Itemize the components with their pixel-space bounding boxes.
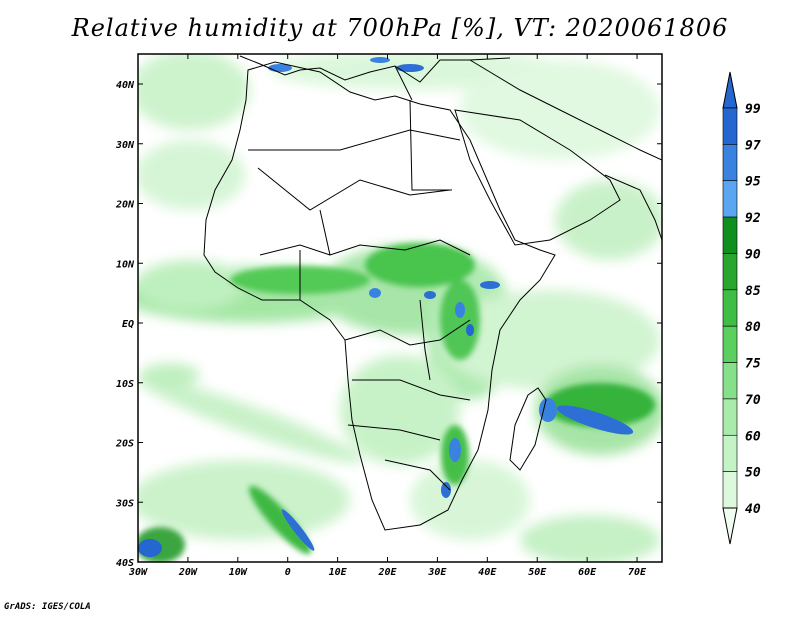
lon-label: 40E — [478, 567, 497, 578]
colorbar-swatch — [722, 216, 738, 254]
lat-label: 30S — [115, 498, 134, 509]
coastlines — [203, 55, 662, 531]
colorbar-label: 80 — [745, 320, 761, 335]
lat-label: 10S — [116, 379, 134, 390]
colorbar-label: 99 — [745, 102, 761, 117]
colorbar-swatch — [722, 144, 738, 182]
colorbar-swatch — [722, 325, 738, 363]
colorbar-swatch — [722, 289, 738, 327]
footer-credit: GrADS: IGES/COLA — [4, 602, 91, 612]
colorbar-label: 50 — [745, 466, 761, 481]
lat-label: 10N — [116, 259, 135, 270]
colorbar-swatch — [722, 253, 738, 291]
lat-label: EQ — [122, 319, 134, 330]
colorbar-swatch — [722, 471, 738, 509]
lon-label: 60E — [578, 567, 597, 578]
lon-label: 50E — [528, 567, 547, 578]
colorbar-top-arrow — [722, 71, 738, 109]
chart-title: Relative humidity at 700hPa [%], VT: 202… — [71, 14, 729, 42]
colorbar-label: 97 — [745, 138, 761, 153]
lon-label: 70E — [628, 567, 647, 578]
colorbar-label: 95 — [745, 175, 761, 190]
lat-label: 20N — [115, 200, 135, 211]
colorbar-label: 75 — [745, 357, 761, 372]
colorbar-swatch — [722, 107, 738, 145]
lat-label: 30N — [115, 140, 135, 151]
colorbar-label: 60 — [745, 429, 761, 444]
lon-label: 10E — [329, 567, 348, 578]
lat-label: 20S — [115, 439, 134, 450]
longitude-axis: 30W 20W 10W 0 10E 20E 30E 40E 50E 60E 70E — [128, 54, 647, 578]
colorbar-label: 70 — [745, 393, 761, 408]
lat-label: 40S — [116, 558, 134, 569]
lat-label: 40N — [116, 80, 135, 91]
colorbar-swatch — [722, 362, 738, 400]
colorbar-label: 40 — [745, 502, 761, 517]
colorbar-label: 92 — [745, 211, 761, 226]
colorbar-swatch — [722, 434, 738, 472]
colorbar-swatch — [722, 180, 738, 218]
lon-label: 10W — [229, 567, 248, 578]
map-frame — [137, 53, 663, 563]
lon-label: 30E — [427, 567, 447, 578]
colorbar-bottom-arrow — [722, 507, 738, 545]
lon-label: 30W — [128, 567, 148, 578]
humidity-field — [138, 54, 662, 562]
latitude-axis: 40N 30N 20N 10N EQ 10S 20S 30S 40S — [115, 80, 662, 569]
lon-label: 20W — [178, 567, 198, 578]
colorbar: 99 97 95 92 90 85 80 75 70 60 50 40 — [722, 71, 761, 545]
colorbar-swatch — [722, 398, 738, 436]
lon-label: 0 — [285, 567, 291, 578]
colorbar-label: 90 — [745, 247, 761, 262]
lon-label: 20E — [377, 567, 397, 578]
colorbar-label: 85 — [745, 284, 761, 299]
